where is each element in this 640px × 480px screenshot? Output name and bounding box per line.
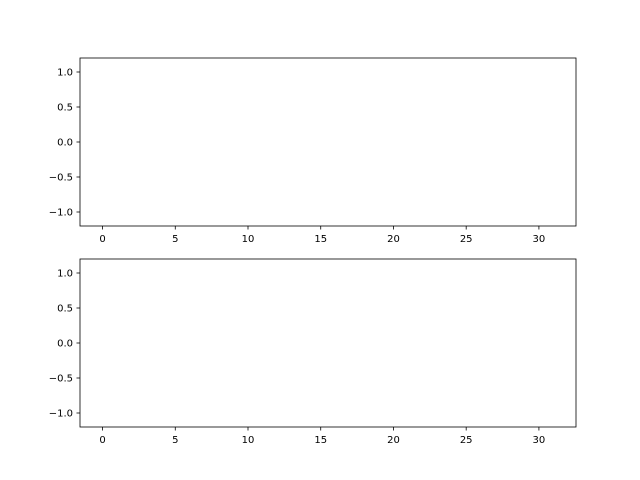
x-tick-label: 0	[99, 435, 105, 446]
x-tick-label: 25	[460, 435, 473, 446]
y-tick-label: 1.0	[57, 269, 73, 280]
subplot-top: 0 5 10 15 20 25 30 −1.0 −0.5 0.0 0.5 1.0	[49, 57, 577, 245]
y-tick-label: 0.5	[57, 103, 73, 114]
y-tick-label: −1.0	[49, 208, 73, 219]
x-tick-label: 20	[387, 435, 400, 446]
x-tick-label: 30	[533, 234, 546, 245]
x-tick-label: 15	[314, 234, 327, 245]
subplot-bottom: 0 5 10 15 20 25 30 −1.0 −0.5 0.0 0.5 1.0	[49, 258, 577, 446]
y-tick-label: 0.0	[57, 138, 73, 149]
x-tick-label: 15	[314, 435, 327, 446]
x-tick-label: 0	[99, 234, 105, 245]
x-tick-label: 5	[172, 435, 178, 446]
x-tick-label: 10	[242, 435, 255, 446]
x-tick-label: 5	[172, 234, 178, 245]
x-tick-label: 20	[387, 234, 400, 245]
x-tick-label: 25	[460, 234, 473, 245]
axes-frame	[79, 57, 577, 227]
axes-frame	[79, 258, 577, 428]
y-tick-label: −0.5	[49, 374, 73, 385]
y-tick-label: 0.0	[57, 339, 73, 350]
y-tick-label: −1.0	[49, 409, 73, 420]
y-tick-label: 0.5	[57, 304, 73, 315]
y-tick-label: −0.5	[49, 173, 73, 184]
y-tick-label: 1.0	[57, 68, 73, 79]
x-tick-label: 30	[533, 435, 546, 446]
x-tick-label: 10	[242, 234, 255, 245]
